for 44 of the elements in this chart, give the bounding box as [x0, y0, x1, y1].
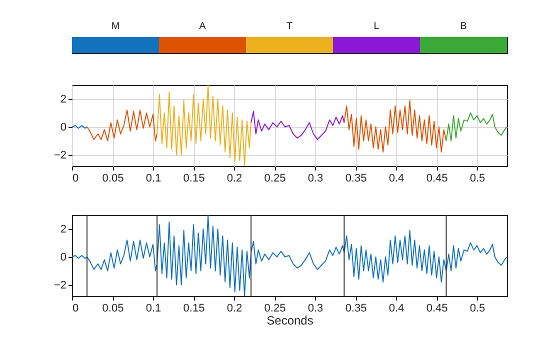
- series-label: M: [111, 21, 120, 32]
- line-series: [156, 85, 252, 166]
- y-tick-label: 2: [60, 93, 66, 106]
- x-tick-label: 0.25: [264, 302, 286, 314]
- x-tick-label: 0.1: [146, 302, 162, 314]
- line-series: [446, 112, 507, 142]
- x-tick-label: 0.45: [426, 302, 448, 314]
- y-tick-label: −2: [54, 149, 66, 162]
- x-tick-label: 0.4: [388, 172, 404, 184]
- x-tick-label: 0.3: [308, 172, 324, 184]
- series-label: T: [286, 21, 293, 32]
- series-label: L: [374, 21, 380, 32]
- x-axis-title: Seconds: [266, 314, 314, 328]
- series-label: B: [460, 21, 468, 32]
- bar: [420, 37, 507, 53]
- bar: [246, 37, 333, 53]
- x-tick-label: 0.5: [470, 302, 486, 314]
- x-tick-label: 0.45: [426, 172, 448, 184]
- x-tick-label: 0.35: [345, 172, 367, 184]
- x-tick-label: 0.15: [183, 172, 205, 184]
- x-tick-label: 0: [72, 302, 79, 314]
- y-tick-label: 2: [60, 223, 66, 236]
- x-tick-label: 0: [72, 172, 79, 184]
- x-tick-label: 0.25: [264, 172, 286, 184]
- series-label: A: [199, 21, 206, 32]
- x-tick-label: 0.4: [388, 302, 404, 314]
- x-tick-label: 0.2: [226, 172, 242, 184]
- line-series: [250, 111, 345, 140]
- x-tick-label: 0.1: [146, 172, 162, 184]
- bar: [72, 37, 159, 53]
- x-tick-label: 0.05: [102, 172, 124, 184]
- y-tick-label: 0: [60, 251, 66, 264]
- x-tick-label: 0.35: [345, 302, 367, 314]
- x-tick-label: 0.15: [183, 302, 205, 314]
- y-tick-label: 0: [60, 121, 66, 134]
- x-tick-label: 0.05: [102, 302, 124, 314]
- bar: [333, 37, 420, 53]
- x-tick-label: 0.2: [226, 302, 242, 314]
- x-tick-label: 0.3: [308, 302, 324, 314]
- x-tick-label: 0.5: [470, 172, 486, 184]
- bar: [159, 37, 246, 53]
- line-series: [344, 100, 447, 153]
- y-tick-label: −2: [54, 279, 66, 292]
- line-series: [86, 110, 158, 142]
